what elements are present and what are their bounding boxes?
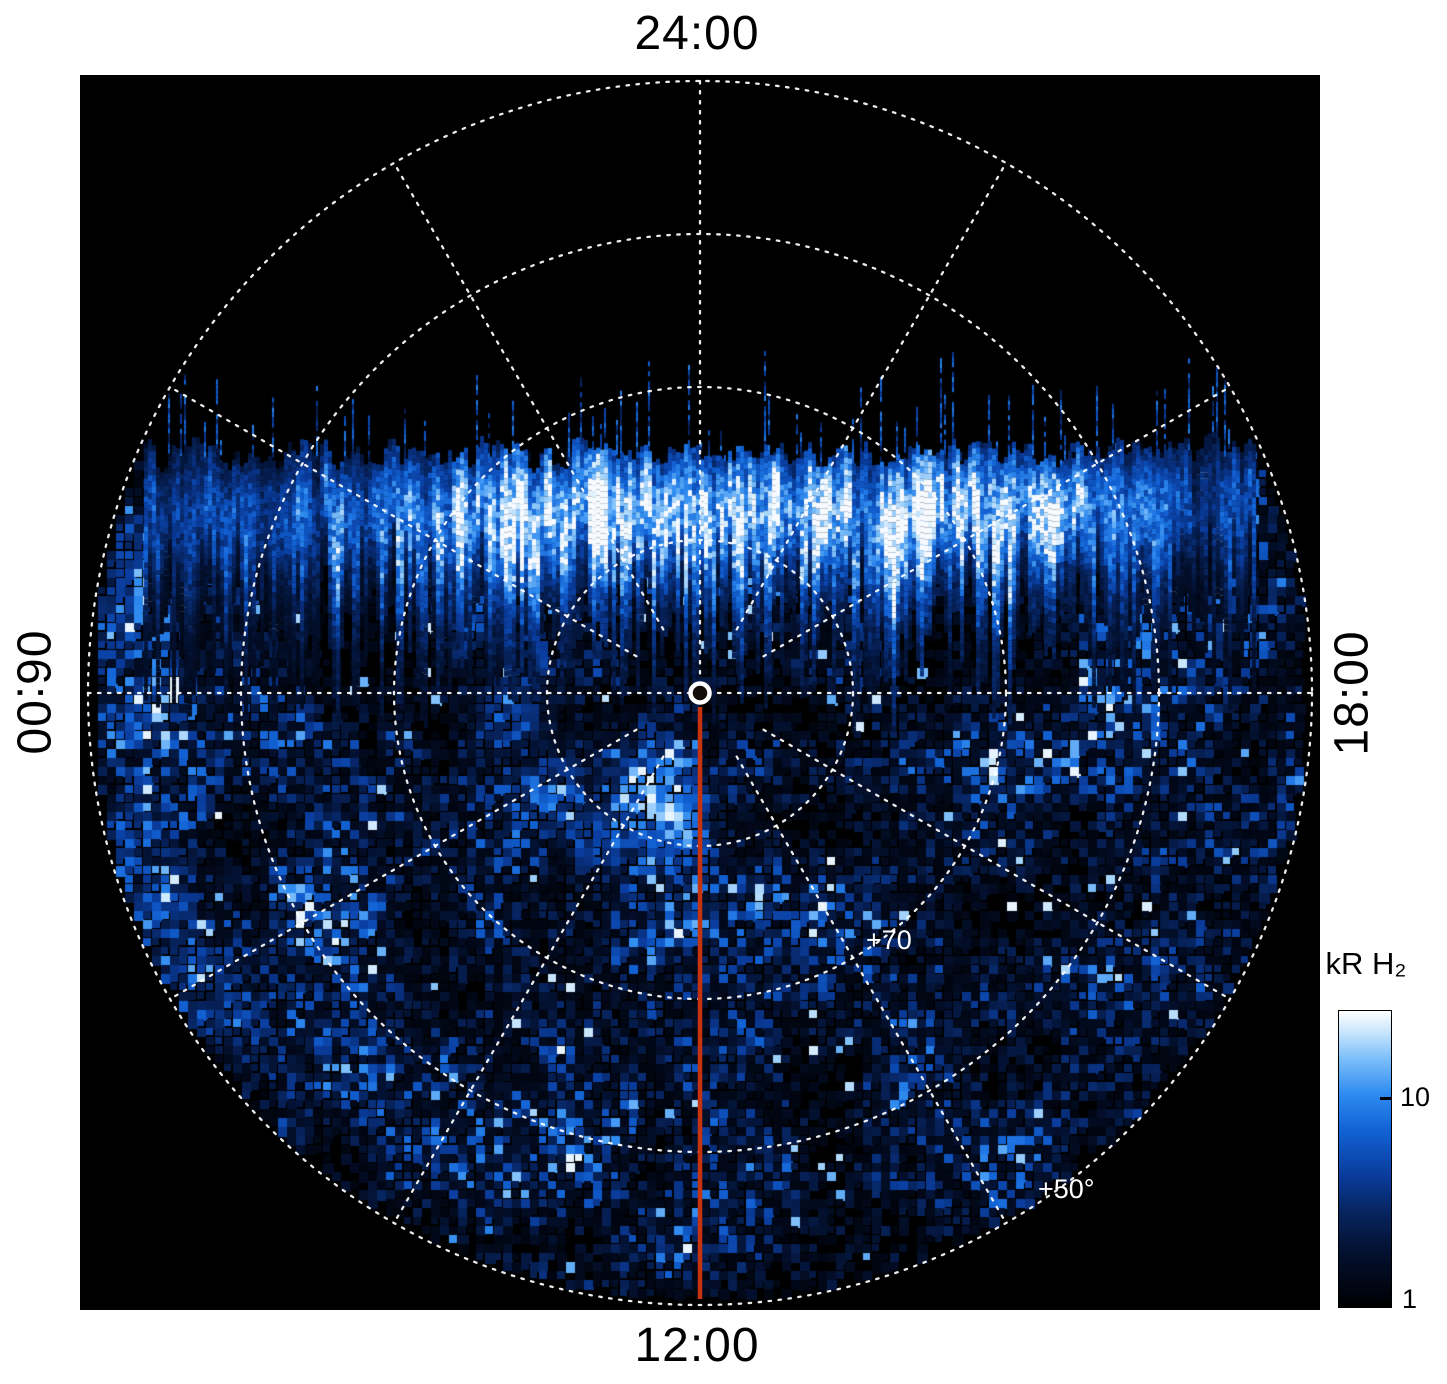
latitude-label-70: +70 [866, 925, 912, 955]
emission-map-canvas [80, 75, 1320, 1310]
colorbar-tick-mark-10 [1380, 1097, 1392, 1100]
local-time-label-2400: 24:00 [634, 7, 760, 60]
colorbar-title: kR H₂ [1325, 946, 1407, 981]
latitude-label-50: +50° [1038, 1174, 1095, 1204]
local-time-label-0600: 06:00 [6, 630, 60, 756]
local-time-label-1200: 12:00 [634, 1319, 760, 1372]
colorbar-tick-mark-1 [1380, 1300, 1392, 1303]
local-time-label-1800: 18:00 [1325, 630, 1379, 756]
colorbar-gradient [1338, 1010, 1392, 1308]
colorbar-tick-label-1: 1 [1402, 1284, 1418, 1314]
polar-plot-area [80, 75, 1320, 1310]
colorbar-tick-label-10: 10 [1400, 1082, 1431, 1112]
